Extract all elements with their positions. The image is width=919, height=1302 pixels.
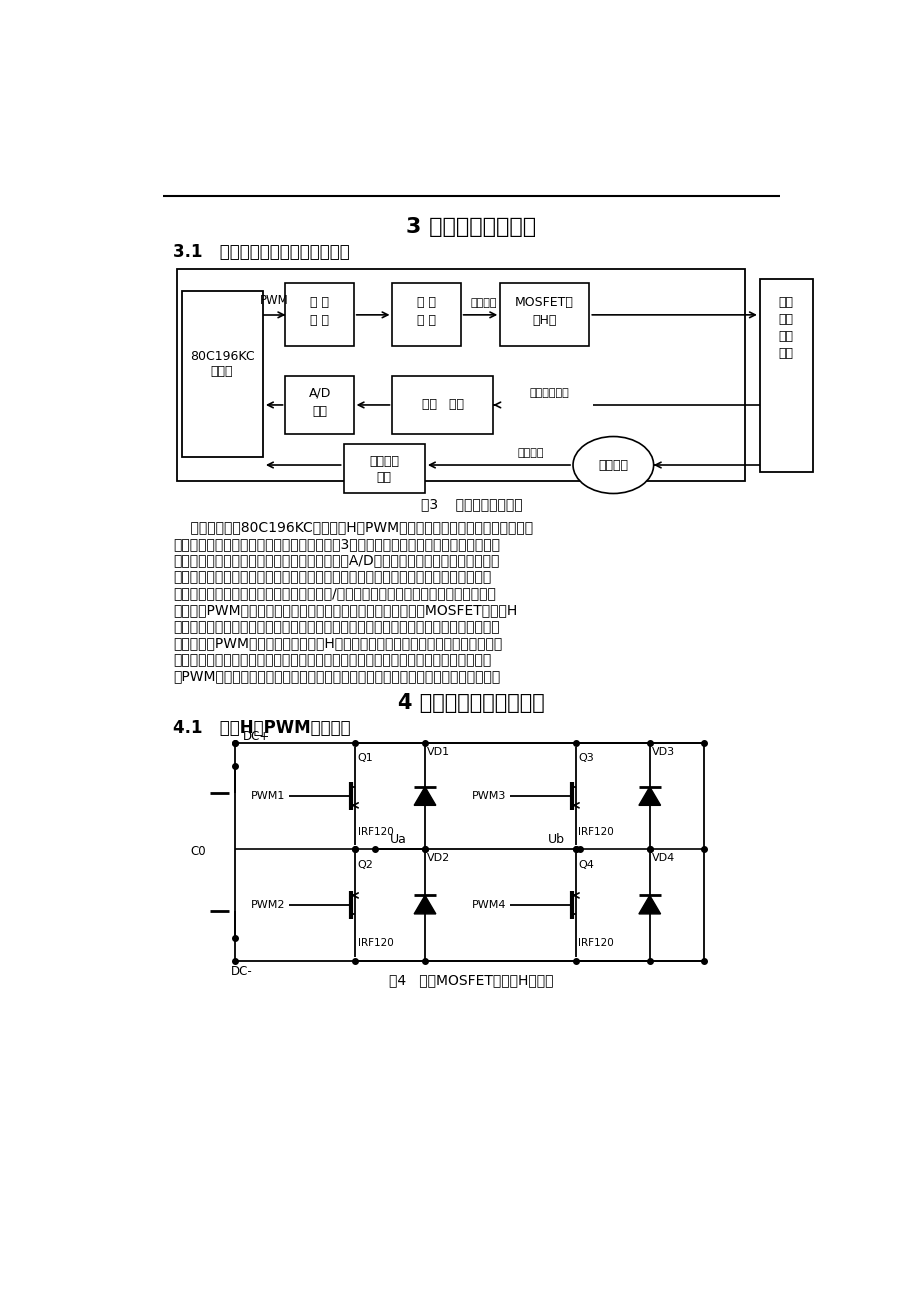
Text: 光电码盘: 光电码盘 [597,458,628,471]
Text: 单片机: 单片机 [210,366,233,379]
Text: PWM1: PWM1 [251,792,285,801]
Text: 脉冲隔离: 脉冲隔离 [369,454,399,467]
Text: 其PWM波的占空比，最终使电机稳定于某一转速下运行，从而达到调压调速的目地。: 其PWM波的占空比，最终使电机稳定于某一转速下运行，从而达到调压调速的目地。 [173,669,500,684]
Text: A/D: A/D [308,387,331,400]
Text: 转速由光电码盘测量，光电码盘在工作时输出脉冲信号经过隔离、整形电路形成方波，: 转速由光电码盘测量，光电码盘在工作时输出脉冲信号经过隔离、整形电路形成方波， [173,570,491,585]
Text: 本系统是基于80C196KC单片机的H桥PWM波电流、转速双闭环控制的调速系统: 本系统是基于80C196KC单片机的H桥PWM波电流、转速双闭环控制的调速系统 [173,521,533,534]
Text: 设计，直流电动机调速系统整体设计方案如图3所示，反馈电流由霍尔电流传感器采集，: 设计，直流电动机调速系统整体设计方案如图3所示，反馈电流由霍尔电流传感器采集， [173,536,500,551]
Bar [181,290,263,457]
Text: 动机的电流，通过转矩的变化校正速度的偏差，经过实时的电流、转速反馈，不断调节: 动机的电流，通过转矩的变化校正速度的偏差，经过实时的电流、转速反馈，不断调节 [173,652,491,667]
Text: Q2: Q2 [357,859,373,870]
Text: 经过滤波放大电路（模数转换利用单片机内部的A/D转器转换）直接送入单片机处理；: 经过滤波放大电路（模数转换利用单片机内部的A/D转器转换）直接送入单片机处理； [173,553,499,568]
Text: C0: C0 [190,845,206,858]
Text: VD4: VD4 [652,854,675,863]
Text: 桥，从面实现对直流电动机的调压调速；通过程序所设定的算法，对反馈的电流和转速处: 桥，从面实现对直流电动机的调压调速；通过程序所设定的算法，对反馈的电流和转速处 [173,620,499,634]
Text: 动机: 动机 [777,346,793,359]
Text: IRF120: IRF120 [357,939,393,948]
Text: Q1: Q1 [357,754,373,763]
Text: Ua: Ua [390,833,406,846]
Text: 图3    系统整体设计方案: 图3 系统整体设计方案 [420,497,522,512]
Text: 滤波   放大: 滤波 放大 [422,398,463,411]
Polygon shape [414,786,436,806]
Text: VD2: VD2 [426,854,450,863]
Text: 整形: 整形 [376,471,391,484]
Text: Q3: Q3 [578,754,594,763]
Polygon shape [414,896,436,914]
Text: 放 大: 放 大 [416,314,436,327]
Bar [392,376,493,434]
Text: 率H桥: 率H桥 [531,314,556,327]
Text: VD3: VD3 [652,747,675,758]
Bar [759,280,811,471]
Text: PWM: PWM [259,294,288,307]
Bar [344,444,425,492]
Bar [285,284,353,346]
Text: PWM3: PWM3 [471,792,505,801]
Text: 4 系统硬件电路及其功能: 4 系统硬件电路及其功能 [398,693,544,713]
Text: PWM4: PWM4 [471,900,505,910]
Text: 量直: 量直 [777,312,793,326]
Text: IRF120: IRF120 [357,827,393,836]
Text: PWM2: PWM2 [251,900,285,910]
Text: DC-: DC- [231,965,253,978]
Text: 前 置: 前 置 [416,296,436,309]
Bar [285,376,353,434]
Text: 图4   功率MOSFET组成的H桥电路: 图4 功率MOSFET组成的H桥电路 [389,973,553,987]
Text: IRF120: IRF120 [578,939,614,948]
Text: DC+: DC+ [243,730,270,743]
Text: 驱动输出: 驱动输出 [471,298,496,307]
Text: 小容: 小容 [777,296,793,309]
Text: 理后，调节PWM信号的占空比就能使H桥输出的直流电压发生变化，以校正和补偿电: 理后，调节PWM信号的占空比就能使H桥输出的直流电压发生变化，以校正和补偿电 [173,637,502,650]
Text: 隔 离: 隔 离 [310,314,329,327]
Text: 80C196KC: 80C196KC [189,350,254,363]
Text: 器，输出PWM信号，该信号经过光隔离、前置放大，驱动由功率MOSFET组成的H: 器，输出PWM信号，该信号经过光隔离、前置放大，驱动由功率MOSFET组成的H [173,603,516,617]
Text: 光 电: 光 电 [310,296,329,309]
Bar [500,284,589,346]
Bar [392,284,460,346]
Text: 3.1   直流电动机调速系统原理框图: 3.1 直流电动机调速系统原理框图 [173,243,349,262]
Text: 3 系统总体设计方案: 3 系统总体设计方案 [406,217,536,237]
Text: 流电: 流电 [777,329,793,342]
Text: Ub: Ub [547,833,564,846]
Text: IRF120: IRF120 [578,827,614,836]
Text: 然后直接送入单片机，由单片机内部的定时/计数器进行数据处理。单片机作为中央处理: 然后直接送入单片机，由单片机内部的定时/计数器进行数据处理。单片机作为中央处理 [173,587,495,600]
Polygon shape [638,896,660,914]
Text: 转换: 转换 [312,405,327,418]
Text: 电枢电流反馈: 电枢电流反馈 [528,388,568,398]
Bar [176,270,744,482]
Ellipse shape [573,436,652,493]
Text: 转速反馈: 转速反馈 [516,448,543,458]
Polygon shape [638,786,660,806]
Text: VD1: VD1 [426,747,450,758]
Text: 4.1   直流H桥PWM控制电路: 4.1 直流H桥PWM控制电路 [173,719,350,737]
Text: MOSFET功: MOSFET功 [515,296,573,309]
Text: Q4: Q4 [578,859,594,870]
